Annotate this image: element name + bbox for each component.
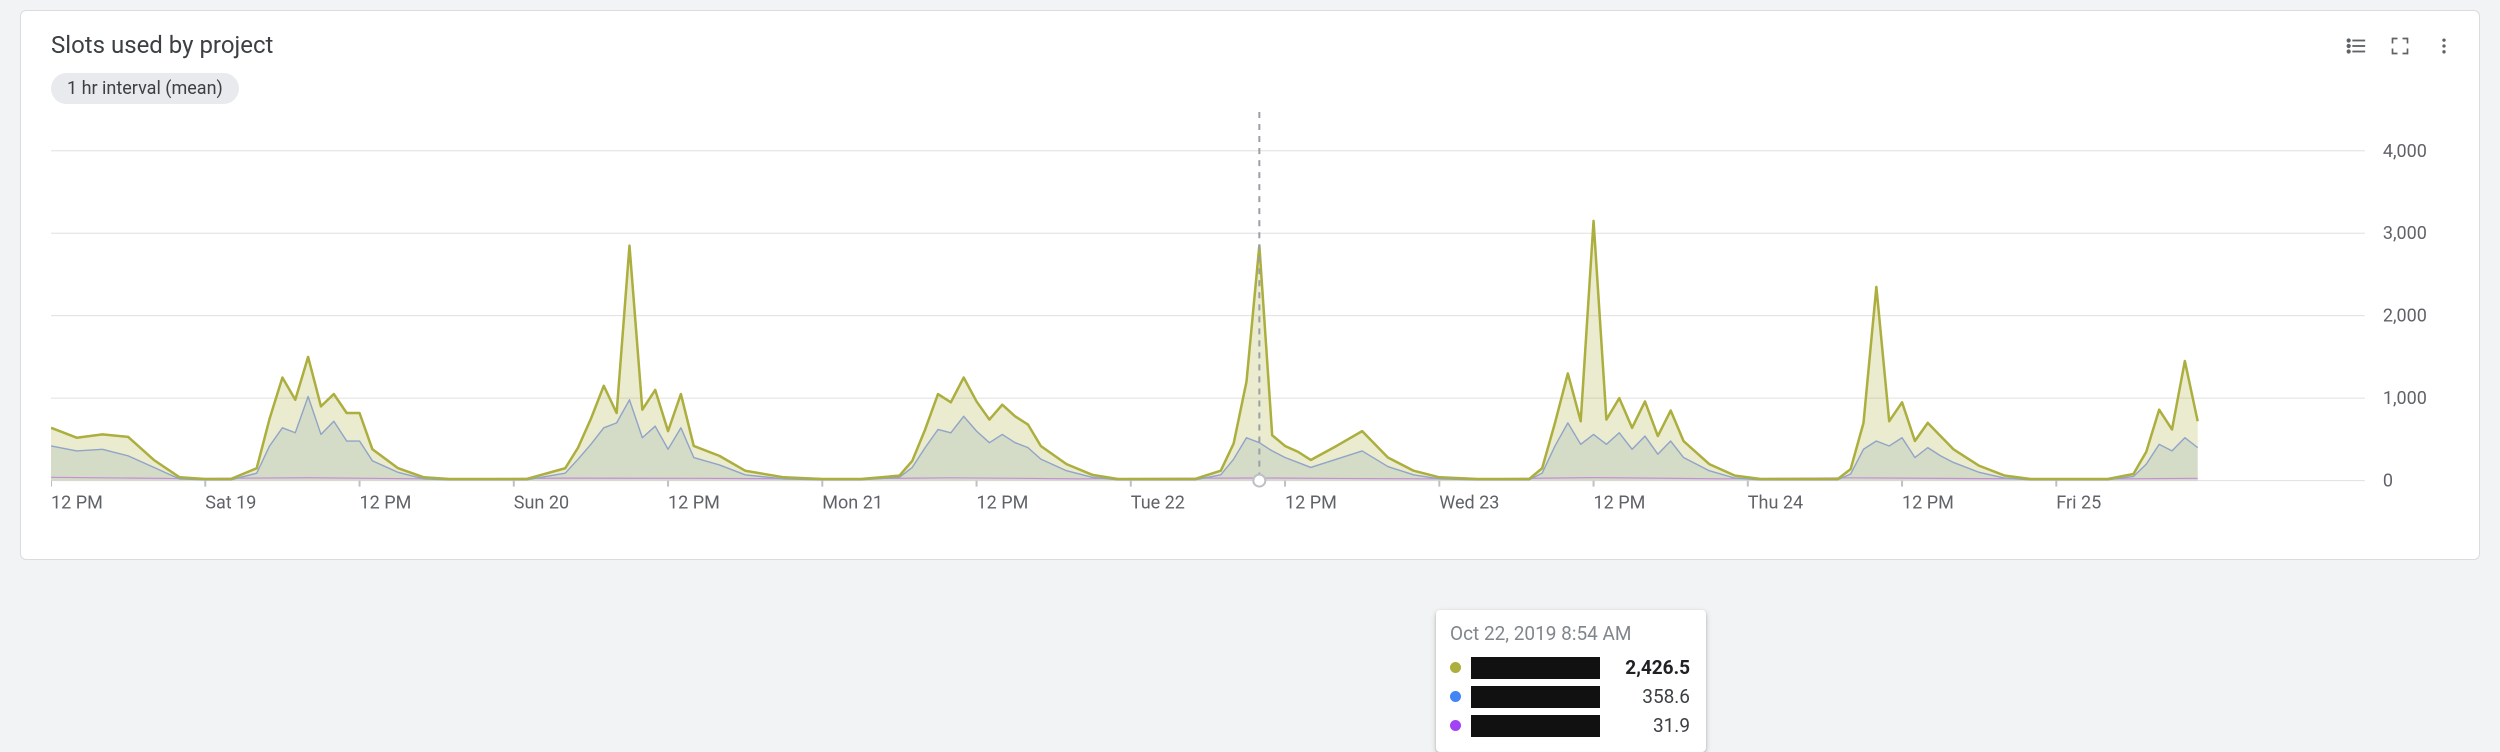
y-tick-label: 4,000 bbox=[2383, 141, 2427, 162]
slots-chart[interactable]: 0 1,000 2,000 3,000 4,000 12 PM Sat 19 12 PM Sun… bbox=[51, 110, 2455, 551]
tooltip-series-dot bbox=[1450, 691, 1461, 702]
x-tick-label: Thu 24 bbox=[1748, 493, 1803, 514]
tooltip-series-dot bbox=[1450, 662, 1461, 673]
x-tick-label: 12 PM bbox=[360, 493, 412, 514]
more-vert-icon[interactable] bbox=[2433, 35, 2455, 57]
interval-chip[interactable]: 1 hr interval (mean) bbox=[51, 73, 239, 104]
x-tick-label: 12 PM bbox=[1285, 493, 1337, 514]
tooltip-series-value: 2,426.5 bbox=[1610, 656, 1690, 679]
tooltip-series-label-redacted bbox=[1471, 715, 1600, 737]
crosshair-marker bbox=[1253, 475, 1265, 487]
x-tick-label: 12 PM bbox=[1594, 493, 1646, 514]
y-tick-label: 1,000 bbox=[2383, 388, 2427, 409]
tooltip-rows: 2,426.5 358.6 31.9 bbox=[1450, 653, 1690, 740]
tooltip-timestamp: Oct 22, 2019 8:54 AM bbox=[1450, 622, 1690, 645]
x-tick-label: Mon 21 bbox=[822, 493, 883, 514]
tooltip-row: 358.6 bbox=[1450, 682, 1690, 711]
card-header: Slots used by project bbox=[51, 31, 2455, 59]
x-tick-label: Wed 23 bbox=[1439, 493, 1499, 514]
tooltip-row: 2,426.5 bbox=[1450, 653, 1690, 682]
chart-card: Slots used by project bbox=[20, 10, 2480, 560]
card-title: Slots used by project bbox=[51, 31, 273, 59]
chart-tooltip: Oct 22, 2019 8:54 AM 2,426.5 358.6 31.9 bbox=[1436, 610, 1706, 752]
x-tick-label: Sun 20 bbox=[514, 493, 569, 514]
x-tick-label: Tue 22 bbox=[1131, 493, 1185, 514]
y-tick-label: 3,000 bbox=[2383, 223, 2427, 244]
card-toolbar bbox=[2345, 31, 2455, 57]
legend-toggle-icon[interactable] bbox=[2345, 35, 2367, 57]
y-tick-label: 2,000 bbox=[2383, 306, 2427, 327]
tooltip-series-value: 31.9 bbox=[1610, 714, 1690, 737]
x-tick-label: 12 PM bbox=[1902, 493, 1954, 514]
x-tick-label: 12 PM bbox=[51, 493, 103, 514]
chart-container: 0 1,000 2,000 3,000 4,000 12 PM Sat 19 12 PM Sun… bbox=[51, 110, 2455, 551]
x-tick-label: Fri 25 bbox=[2056, 493, 2101, 514]
x-tick-label: Sat 19 bbox=[205, 493, 256, 514]
x-tick-label: 12 PM bbox=[668, 493, 720, 514]
tooltip-row: 31.9 bbox=[1450, 711, 1690, 740]
x-tick-label: 12 PM bbox=[977, 493, 1029, 514]
tooltip-series-label-redacted bbox=[1471, 686, 1600, 708]
fullscreen-icon[interactable] bbox=[2389, 35, 2411, 57]
y-tick-label: 0 bbox=[2383, 471, 2393, 492]
tooltip-series-dot bbox=[1450, 720, 1461, 731]
tooltip-series-value: 358.6 bbox=[1610, 685, 1690, 708]
